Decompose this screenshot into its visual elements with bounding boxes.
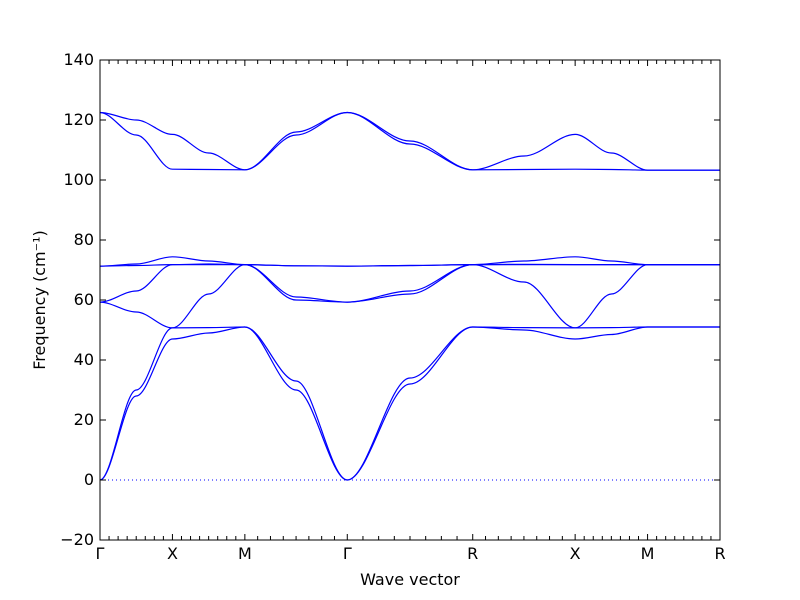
phonon-band-6 [99, 264, 720, 267]
phonon-band-8 [99, 111, 720, 171]
phonon-band-2 [99, 326, 720, 481]
y-tick-label: 0 [84, 470, 94, 489]
plot-area [99, 111, 720, 481]
x-tick-label: M [641, 544, 655, 563]
y-axis-label: Frequency (cm⁻¹) [30, 230, 49, 369]
x-tick-label: R [714, 544, 725, 563]
x-tick-label: X [167, 544, 178, 563]
y-tick-label: 100 [63, 170, 94, 189]
phonon-band-7 [99, 111, 720, 171]
y-tick-label: 20 [74, 410, 94, 429]
x-tick-label: Γ [96, 544, 105, 563]
x-tick-label: M [238, 544, 252, 563]
x-axis-label: Wave vector [360, 570, 460, 589]
x-tick-label: X [570, 544, 581, 563]
phonon-band-3 [99, 263, 720, 329]
y-tick-label: 120 [63, 110, 94, 129]
y-tick-label: 80 [74, 230, 94, 249]
axes-frame [99, 59, 721, 541]
y-tick-label: 60 [74, 290, 94, 309]
phonon-band-1 [99, 326, 720, 481]
x-tick-label: Γ [343, 544, 352, 563]
y-tick-label: 40 [74, 350, 94, 369]
x-tick-label: R [467, 544, 478, 563]
axes: −20 0 20 40 60 80 100 120 140 Γ X M Γ R X M R [60, 50, 725, 563]
y-tick-label: −20 [60, 530, 94, 549]
y-tick-label: 140 [63, 50, 94, 69]
